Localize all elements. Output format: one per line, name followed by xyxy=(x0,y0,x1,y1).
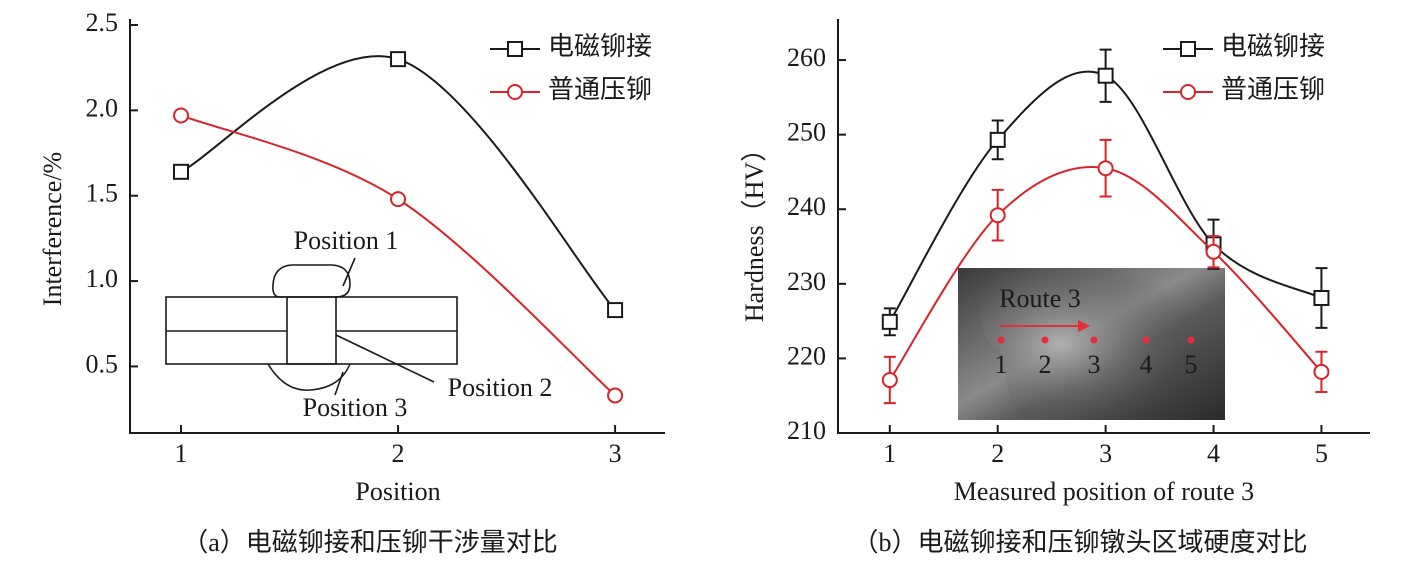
marker xyxy=(1313,363,1330,380)
y-tick-label: 1.0 xyxy=(86,264,119,293)
marker xyxy=(989,207,1006,224)
y-tick-label: 0.5 xyxy=(86,349,119,378)
legend-label: 电磁铆接 xyxy=(548,32,652,61)
legend-label: 普通压铆 xyxy=(548,75,652,104)
y-tick-label: 2.5 xyxy=(86,8,119,37)
x-tick-label: 2 xyxy=(392,439,405,468)
marker xyxy=(1180,41,1196,57)
y-tick-label: 260 xyxy=(787,43,826,72)
y-axis-label: Hardness（HV） xyxy=(740,136,769,322)
axes xyxy=(129,19,665,434)
marker xyxy=(507,41,523,57)
route-dot xyxy=(1187,336,1195,344)
annotation: 5 xyxy=(1185,350,1198,379)
x-tick-label: 1 xyxy=(883,439,896,468)
x-tick-label: 3 xyxy=(609,439,622,468)
marker xyxy=(607,302,624,319)
x-tick-label: 3 xyxy=(1099,439,1112,468)
y-tick-label: 220 xyxy=(787,341,826,370)
annotation: 4 xyxy=(1140,350,1153,379)
x-axis-label: Position xyxy=(355,477,440,506)
marker xyxy=(507,84,523,100)
marker xyxy=(881,313,898,330)
legend-label: 普通压铆 xyxy=(1221,75,1325,104)
annotation: 1 xyxy=(995,350,1008,379)
marker xyxy=(989,131,1006,148)
marker xyxy=(1097,67,1114,84)
x-tick-label: 5 xyxy=(1315,439,1328,468)
marker xyxy=(881,372,898,389)
marker xyxy=(173,107,190,124)
marker xyxy=(1180,84,1196,100)
annotation: 2 xyxy=(1039,350,1052,379)
y-tick-label: 250 xyxy=(787,118,826,147)
y-tick-label: 1.5 xyxy=(86,179,119,208)
y-tick-label: 240 xyxy=(787,192,826,221)
x-tick-label: 2 xyxy=(991,439,1004,468)
caption: （b）电磁铆接和压铆镦头区域硬度对比 xyxy=(852,528,1307,557)
y-tick-label: 2.0 xyxy=(86,93,119,122)
marker xyxy=(1097,160,1114,177)
chart: 0.5 1.0 1.5 2.0 2.5 1 2 3 Position Interference/%… xyxy=(38,8,665,557)
route-dot xyxy=(997,336,1005,344)
chart: 210 220 230 240 250 260 1 2 3 4 5 Measured position… xyxy=(740,19,1370,557)
route-dot xyxy=(1041,336,1049,344)
marker xyxy=(390,191,407,208)
route-dot xyxy=(1090,336,1098,344)
annotation: Position 1 xyxy=(294,226,399,255)
y-axis-label: Interference/% xyxy=(38,152,67,306)
x-tick-label: 1 xyxy=(175,439,188,468)
annotation: Position 2 xyxy=(448,373,553,402)
caption: （a）电磁铆接和压铆干涉量对比 xyxy=(182,528,558,557)
annotation: Position 3 xyxy=(303,393,408,422)
series-line xyxy=(180,114,616,397)
legend-label: 电磁铆接 xyxy=(1221,32,1325,61)
route-dot xyxy=(1142,336,1150,344)
annotation: Route 3 xyxy=(999,284,1081,313)
annotation: 3 xyxy=(1088,350,1101,379)
photo-inset xyxy=(958,268,1225,420)
rivet-schematic xyxy=(165,257,458,396)
marker xyxy=(607,387,624,404)
y-tick-label: 210 xyxy=(787,416,826,445)
x-tick-label: 4 xyxy=(1207,439,1220,468)
marker xyxy=(390,51,407,68)
marker xyxy=(1205,243,1222,260)
marker xyxy=(1313,289,1330,306)
x-axis-label: Measured position of route 3 xyxy=(954,477,1254,506)
y-tick-label: 230 xyxy=(787,267,826,296)
marker xyxy=(173,163,190,180)
